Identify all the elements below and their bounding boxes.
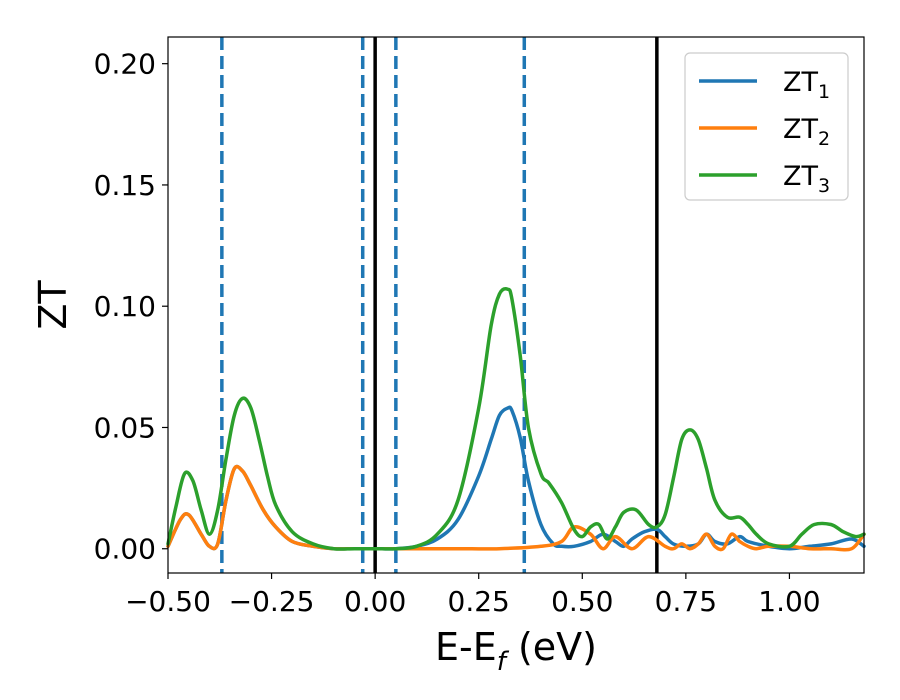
axis-ticks: −0.50 −0.25 0.00 0.25 0.50 0.75 1.00 0.00 0.05 0.… (94, 48, 821, 618)
series-line-zt3 (166, 287, 866, 551)
x-tick-label: 1.00 (758, 585, 820, 618)
x-axis-label: E-Ef (eV) (435, 625, 597, 677)
x-tick-label: 0.25 (448, 585, 510, 618)
x-axis-label-main: E-E (435, 625, 497, 669)
legend-box (684, 52, 849, 201)
plot-frame (167, 36, 865, 574)
y-tick-label: 0.00 (94, 533, 156, 566)
x-tick-label: 0.00 (344, 585, 406, 618)
x-tick-label: 0.75 (655, 585, 717, 618)
y-axis-label: ZT (31, 280, 75, 330)
y-tick-label: 0.10 (94, 290, 156, 323)
x-axis-label-suffix: (eV) (506, 625, 597, 669)
y-tick-label: 0.05 (94, 411, 156, 444)
legend-label-zt3: ZT3 (783, 161, 830, 197)
legend-label-zt1: ZT1 (783, 67, 830, 103)
series-layer (166, 287, 866, 552)
legend-label-zt2: ZT2 (783, 114, 830, 150)
x-tick-label: 0.50 (551, 585, 613, 618)
series-line-zt2 (166, 464, 866, 552)
x-tick-label: −0.25 (229, 585, 315, 618)
legend: ZT1 ZT2 ZT3 (684, 52, 849, 201)
y-tick-label: 0.20 (94, 48, 156, 81)
y-tick-label: 0.15 (94, 169, 156, 202)
x-tick-label: −0.50 (125, 585, 211, 618)
